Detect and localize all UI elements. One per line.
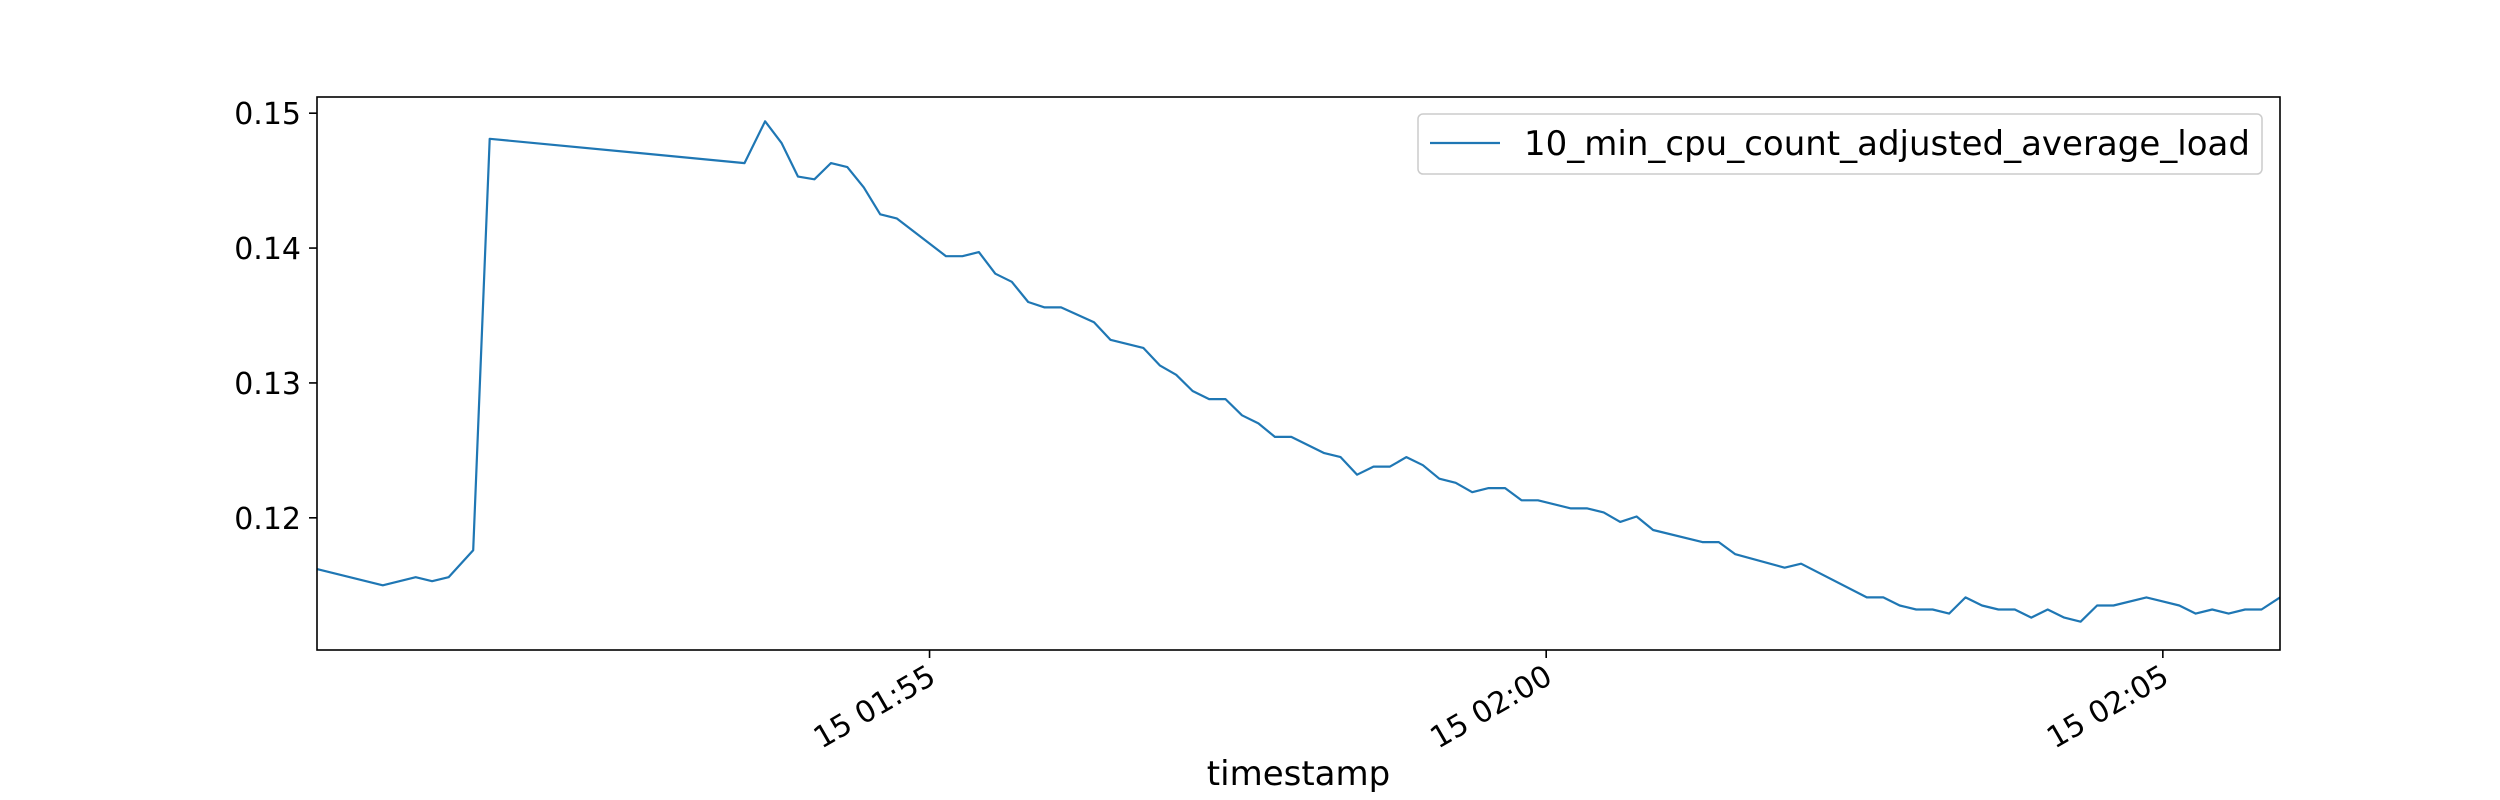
y-tick-label: 0.14 [234, 232, 301, 267]
plot-area [316, 120, 2281, 623]
legend-label: 10_min_cpu_count_adjusted_average_load [1524, 124, 2250, 164]
legend: 10_min_cpu_count_adjusted_average_load [1417, 113, 2263, 175]
y-tick-label: 0.15 [234, 97, 301, 132]
legend-box [1417, 113, 2263, 175]
x-axis-title: timestamp [1207, 754, 1390, 794]
y-tick-label: 0.13 [234, 367, 301, 402]
series-line-10-min-cpu-count-adjusted-average-load [316, 120, 2281, 623]
plot-frame [316, 96, 2281, 651]
y-axis: 0.12 0.13 0.14 0.15 [234, 97, 317, 537]
y-tick-label: 0.12 [234, 502, 301, 537]
